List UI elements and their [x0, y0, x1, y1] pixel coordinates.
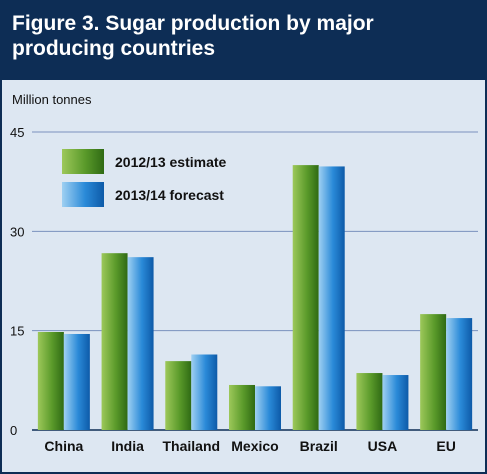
chart-title: Figure 3. Sugar production by major prod…	[12, 12, 374, 60]
category-label-brazil: Brazil	[300, 438, 338, 454]
bar-india-series-2	[127, 257, 154, 430]
category-label-mexico: Mexico	[231, 438, 278, 454]
legend-swatch-series-2	[62, 182, 104, 207]
bar-mexico-series-1	[229, 384, 255, 430]
y-tick-label-0: 0	[10, 423, 17, 438]
bar-china-series-1	[37, 331, 64, 430]
category-label-india: India	[111, 438, 144, 454]
bar-brazil-series-1	[292, 165, 319, 430]
category-label-china: China	[44, 438, 83, 454]
bar-china-series-2	[63, 333, 90, 430]
y-tick-label-15: 15	[10, 324, 24, 339]
legend-label-series-2: 2013/14 forecast	[115, 187, 224, 203]
y-tick-label-30: 30	[10, 224, 24, 239]
category-labels: China India Thailand Mexico Brazil USA EU	[44, 438, 455, 454]
bar-brazil-series-2	[318, 166, 345, 431]
chart-header: Figure 3. Sugar production by major prod…	[2, 2, 485, 80]
y-tick-label-45: 45	[10, 125, 24, 140]
category-label-eu: EU	[436, 438, 455, 454]
bar-india-series-1	[101, 253, 128, 430]
legend-label-series-1: 2012/13 estimate	[115, 154, 227, 170]
bar-eu-series-2	[446, 318, 473, 430]
category-label-usa: USA	[368, 438, 398, 454]
bar-usa-series-2	[382, 375, 409, 430]
legend-swatch-series-1	[62, 149, 104, 174]
bar-mexico-series-2	[255, 386, 281, 430]
bars	[37, 165, 473, 431]
bar-eu-series-1	[420, 314, 447, 430]
bar-usa-series-1	[356, 373, 383, 430]
y-axis-unit-label: Million tonnes	[12, 92, 92, 107]
legend: 2012/13 estimate 2013/14 forecast	[62, 149, 227, 207]
category-label-thailand: Thailand	[163, 438, 221, 454]
bar-thailand-series-1	[165, 361, 192, 430]
bar-thailand-series-2	[191, 354, 218, 430]
y-tick-labels: 0 15 30 45	[10, 125, 24, 438]
